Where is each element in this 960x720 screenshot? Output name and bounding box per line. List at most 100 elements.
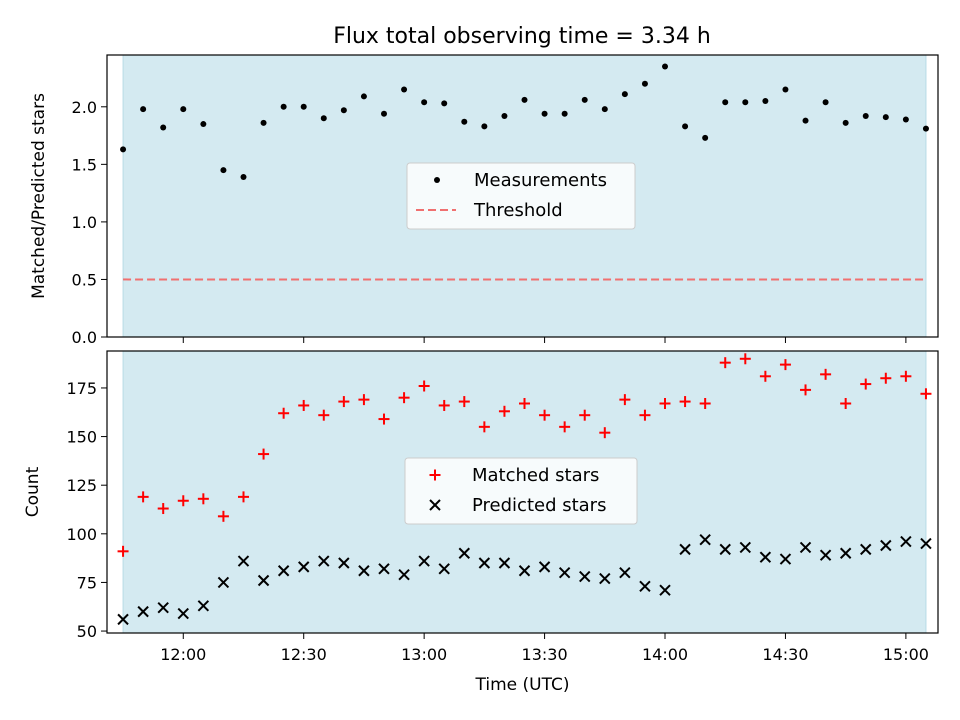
- predicted-stars-point: [900, 535, 912, 548]
- predicted-stars-point: [719, 543, 731, 556]
- measurement-point: [742, 99, 749, 106]
- matched-stars-point: [177, 495, 189, 507]
- measurement-point: [782, 86, 789, 93]
- matched-stars-point: [920, 388, 932, 400]
- x-tick-label: 13:00: [401, 645, 447, 664]
- measurement-point: [160, 124, 167, 131]
- y-tick-label: 2.0: [72, 98, 97, 117]
- matched-stars-point: [157, 503, 169, 515]
- measurement-point: [140, 106, 147, 113]
- legend-label: Threshold: [473, 200, 563, 221]
- measurement-point: [260, 119, 267, 126]
- matched-stars-point: [779, 359, 791, 371]
- legend-box: [406, 162, 636, 230]
- predicted-stars-point: [137, 605, 149, 618]
- matched-stars-point: [739, 353, 751, 365]
- legend-label: Predicted stars: [472, 495, 606, 516]
- y-tick-label: 0.0: [72, 328, 97, 347]
- x-tick-label: 14:30: [762, 645, 808, 664]
- matched-stars-point: [820, 368, 832, 380]
- predicted-stars-point: [538, 561, 551, 573]
- matched-stars-point: [719, 357, 731, 369]
- measurement-point: [200, 121, 207, 128]
- measurement-point: [120, 146, 127, 153]
- matched-stars-point: [237, 491, 249, 503]
- measurement-point: [922, 125, 929, 132]
- bottom-plot-frame: [106, 350, 939, 634]
- predicted-stars-point: [599, 572, 611, 585]
- measurement-point: [601, 106, 608, 113]
- x-tick-label: 12:00: [160, 645, 206, 664]
- matched-stars-point: [639, 409, 651, 421]
- top-legend: Measurements Threshold: [406, 162, 636, 230]
- measurement-point: [481, 123, 488, 130]
- legend-item: Predicted stars: [429, 495, 606, 516]
- matched-stars-point: [418, 380, 430, 392]
- measurement-point: [581, 96, 588, 103]
- predicted-stars-point: [217, 576, 230, 589]
- matched-stars-point: [860, 378, 872, 390]
- predicted-stars-point: [799, 541, 812, 554]
- measurement-point: [702, 134, 709, 141]
- legend-marker-x: [429, 499, 441, 511]
- measurement-point: [882, 114, 889, 121]
- matched-stars-point: [398, 392, 410, 404]
- predicted-stars-point: [338, 557, 350, 569]
- matched-stars-point: [840, 398, 852, 410]
- matched-stars-point: [378, 413, 390, 425]
- matched-stars-point: [579, 409, 591, 421]
- matched-stars-point: [358, 394, 370, 406]
- predicted-stars-point: [860, 543, 872, 556]
- predicted-stars-point: [880, 539, 892, 552]
- measurement-point: [501, 113, 508, 120]
- predicted-stars-point: [579, 570, 591, 583]
- legend-item: Measurements: [434, 170, 607, 191]
- bottom-x-axis: 12:00 12:30 13:00 13:30 14:00 14:30 15:00: [160, 633, 929, 664]
- y-tick-label: 150: [66, 428, 97, 447]
- matched-stars-point: [759, 370, 771, 382]
- legend-item: Matched stars: [429, 465, 599, 486]
- legend-marker-plus: [429, 469, 441, 481]
- predicted-stars-point: [277, 565, 290, 577]
- predicted-stars-point: [318, 555, 330, 567]
- predicted-stars-point: [639, 580, 651, 593]
- matched-stars-point: [137, 491, 149, 503]
- measurement-point: [762, 98, 769, 105]
- predicted-stars-point: [257, 574, 270, 587]
- measurements-series: [120, 63, 929, 181]
- matched-stars-point: [117, 545, 129, 557]
- x-tick-label: 12:30: [281, 645, 327, 664]
- measurement-point: [360, 93, 367, 100]
- top-x-axis: [182, 337, 907, 343]
- matched-stars-point: [318, 409, 330, 421]
- predicted-stars-point: [197, 600, 210, 612]
- y-tick-label: 0.5: [72, 270, 97, 289]
- measurement-point: [662, 63, 669, 70]
- measurement-point: [421, 99, 428, 106]
- matched-stars-point: [659, 398, 671, 410]
- matched-stars-point: [539, 409, 551, 421]
- matched-stars-point: [900, 370, 912, 382]
- chart-title: Flux total observing time = 3.34 h: [333, 24, 711, 49]
- measurement-point: [521, 96, 528, 103]
- measurement-point: [220, 167, 227, 174]
- predicted-stars-point: [558, 567, 571, 579]
- measurement-point: [240, 174, 247, 181]
- measurement-point: [641, 80, 648, 87]
- measurement-point: [300, 103, 307, 110]
- predicted-stars-point: [759, 551, 772, 563]
- predicted-stars-point: [298, 561, 310, 573]
- counts-series: [117, 353, 932, 626]
- matched-stars-point: [880, 372, 892, 384]
- predicted-stars-point: [498, 557, 511, 569]
- predicted-stars-point: [438, 563, 450, 575]
- predicted-stars-point: [157, 602, 169, 614]
- predicted-stars-point: [839, 547, 852, 559]
- top-y-axis: 0.0 0.5 1.0 1.5 2.0: [72, 98, 107, 347]
- predicted-stars-point: [358, 565, 370, 577]
- predicted-stars-point: [679, 543, 691, 556]
- predicted-stars-point: [779, 553, 792, 565]
- matched-stars-point: [498, 405, 510, 417]
- predicted-stars-point: [478, 557, 491, 569]
